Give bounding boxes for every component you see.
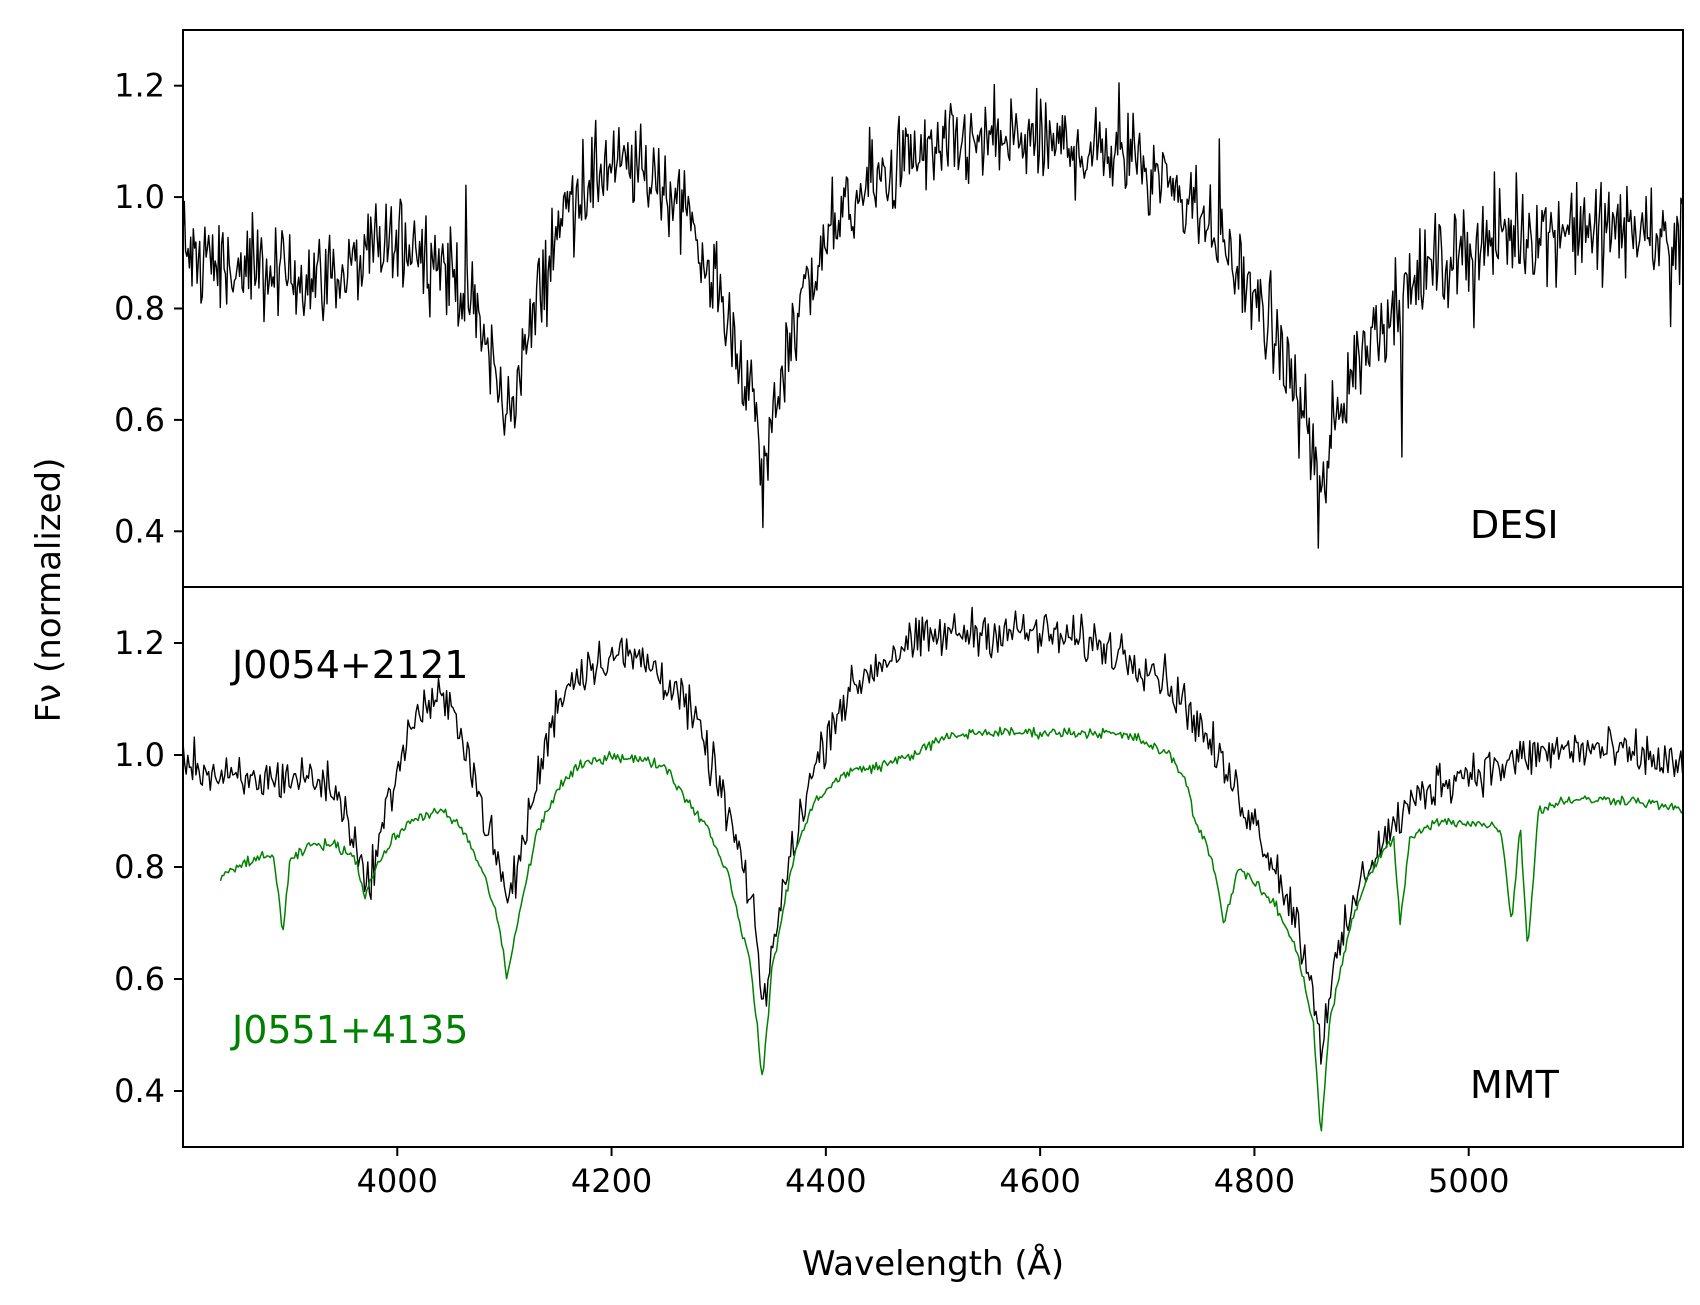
mmt-y-ticks: 0.4 0.6 0.8 1.0 1.2 — [114, 624, 183, 1110]
x-tick-label: 5000 — [1428, 1162, 1509, 1200]
x-axis-title: Wavelength (Å) — [802, 1243, 1064, 1284]
x-tick-label: 4800 — [1214, 1162, 1295, 1200]
y-tick-label: 0.4 — [114, 512, 165, 550]
y-tick-label: 0.8 — [114, 290, 165, 328]
x-ticks: 4000 4200 4400 4600 4800 5000 — [357, 1147, 1509, 1200]
x-tick-label: 4600 — [999, 1162, 1080, 1200]
y-tick-label: 0.8 — [114, 848, 165, 886]
x-tick-label: 4200 — [571, 1162, 652, 1200]
panel-desi: 0.4 0.6 0.8 1.0 1.2 DESI — [114, 29, 1684, 588]
y-tick-label: 1.2 — [114, 67, 165, 105]
panel-label-mmt: MMT — [1470, 1063, 1560, 1107]
y-tick-label: 1.2 — [114, 624, 165, 662]
desi-series-group — [182, 82, 1683, 549]
desi-y-ticks: 0.4 0.6 0.8 1.0 1.2 — [114, 67, 183, 550]
panel-label-desi: DESI — [1470, 503, 1559, 547]
y-axis-title: Fν (normalized) — [29, 458, 69, 723]
y-tick-label: 0.6 — [114, 960, 165, 998]
mmt-series-group — [182, 606, 1684, 1132]
desi-frame — [182, 29, 1684, 588]
series-line-j0054-2121-panel0 — [182, 82, 1683, 549]
series-line-j0551-4135-panel1 — [219, 726, 1684, 1132]
x-tick-label: 4000 — [357, 1162, 438, 1200]
x-tick-label: 4400 — [785, 1162, 866, 1200]
y-tick-label: 1.0 — [114, 178, 165, 216]
annotation-j0551: J0551+4135 — [230, 1008, 468, 1052]
y-tick-label: 1.0 — [114, 736, 165, 774]
panel-mmt: 0.4 0.6 0.8 1.0 1.2 4000 4200 4400 4600 4800 5000… — [114, 586, 1684, 1200]
y-tick-label: 0.4 — [114, 1072, 165, 1110]
annotation-j0054: J0054+2121 — [230, 643, 468, 687]
series-line-j0054-2121-panel1 — [182, 606, 1684, 1065]
y-tick-label: 0.6 — [114, 401, 165, 439]
